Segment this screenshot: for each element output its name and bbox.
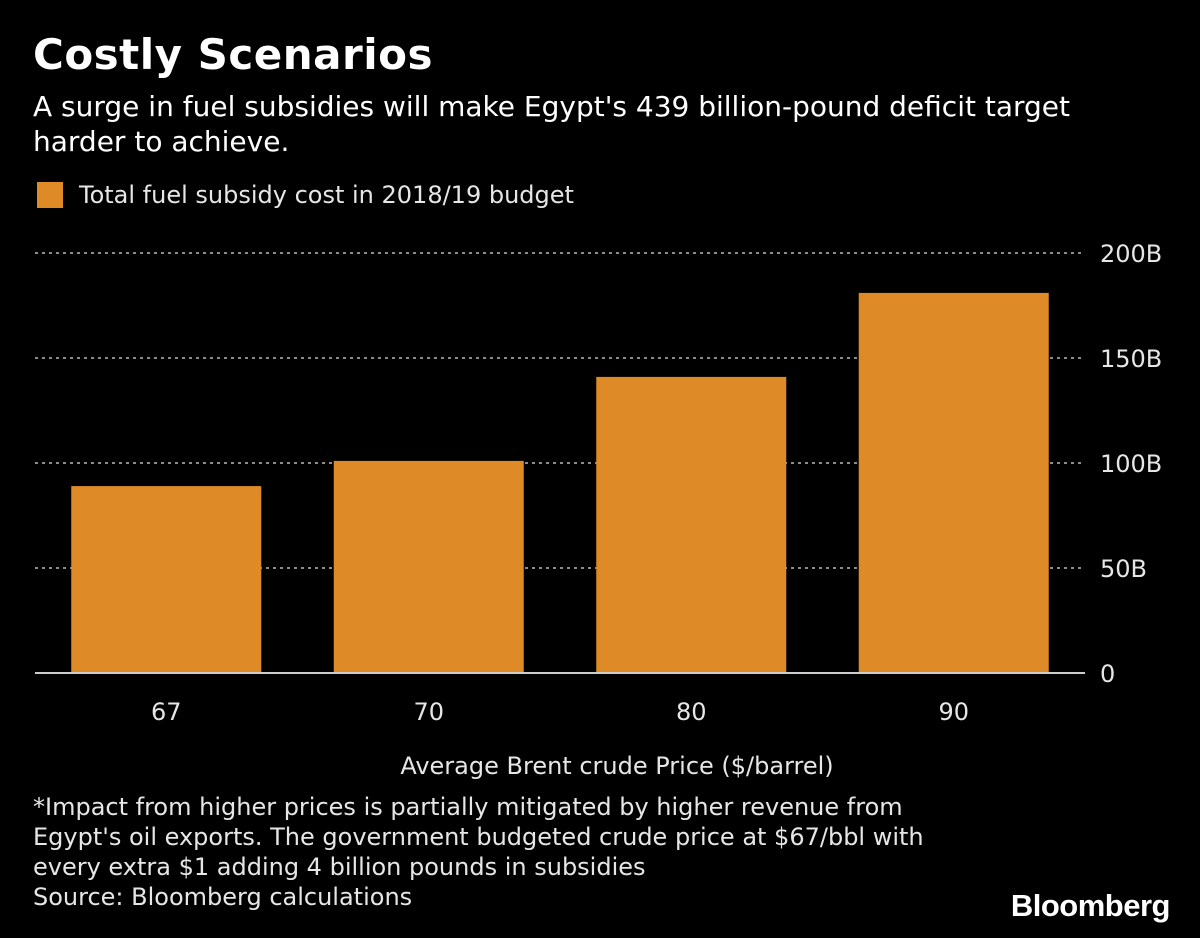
footnote-line: Egypt's oil exports. The government budg… [33, 823, 924, 851]
bar [333, 460, 524, 673]
y-tick-label: 200B [1100, 240, 1162, 268]
bar [71, 486, 262, 673]
x-tick-label: 90 [938, 698, 969, 726]
chart-title: Costly Scenarios [33, 30, 433, 79]
bloomberg-logo: Bloomberg [1010, 888, 1171, 923]
chart-subtitle: A surge in fuel subsidies will make Egyp… [33, 90, 1070, 158]
bar [858, 292, 1049, 673]
y-tick-label: 50B [1100, 555, 1147, 583]
bar-chart: 0 50B 100B 150B 200B 67 70 80 90 Average Brent cr… [35, 240, 1162, 780]
x-tick-label: 70 [413, 698, 444, 726]
y-tick-label: 150B [1100, 345, 1162, 373]
x-tick-label: 80 [676, 698, 707, 726]
legend-label: Total fuel subsidy cost in 2018/19 budge… [79, 181, 574, 209]
x-tick-label: 67 [151, 698, 182, 726]
source-line: Source: Bloomberg calculations [33, 883, 413, 911]
y-tick-label: 100B [1100, 450, 1162, 478]
x-axis-title: Average Brent crude Price ($/barrel) [400, 752, 833, 780]
footnote-line: every extra $1 adding 4 billion pounds i… [33, 853, 646, 881]
y-tick-label: 0 [1100, 660, 1115, 688]
legend-swatch [37, 182, 63, 208]
bar [596, 376, 787, 673]
legend: Total fuel subsidy cost in 2018/19 budge… [37, 180, 574, 210]
footnote-line: *Impact from higher prices is partially … [33, 793, 903, 821]
footnote: *Impact from higher prices is partially … [33, 792, 1033, 912]
